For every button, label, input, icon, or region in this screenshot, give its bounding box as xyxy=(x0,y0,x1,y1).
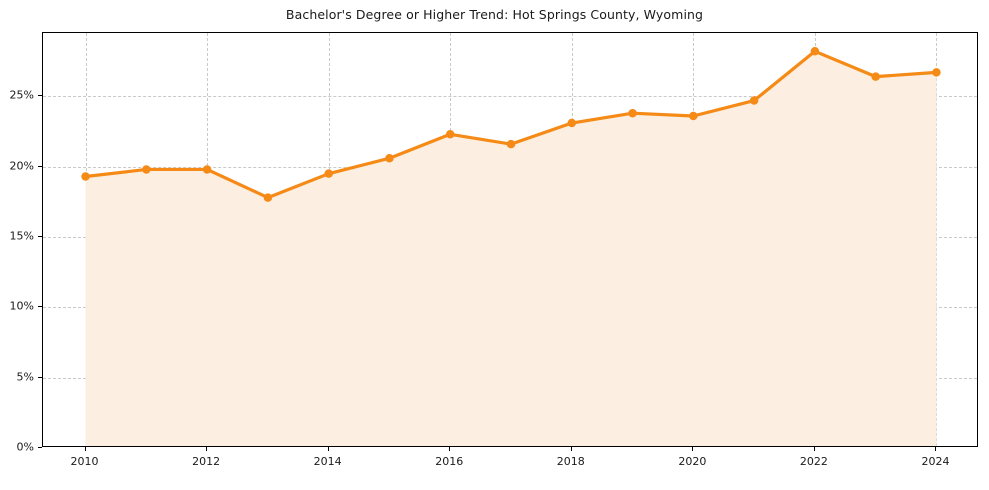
data-point-2021 xyxy=(749,96,759,105)
data-point-2012 xyxy=(202,165,212,174)
chart-title: Bachelor's Degree or Higher Trend: Hot S… xyxy=(285,7,704,22)
xtick-mark-2010 xyxy=(84,447,86,451)
ytick-label-5%: 5% xyxy=(16,370,34,384)
data-point-2010 xyxy=(81,172,90,181)
ytick-mark-0% xyxy=(38,447,42,448)
area-fill-path xyxy=(85,51,937,446)
xtick-mark-2018 xyxy=(570,447,572,451)
xtick-mark-2012 xyxy=(206,447,208,451)
xtick-label-2012: 2012 xyxy=(192,455,221,468)
data-point-2016 xyxy=(445,130,455,139)
xtick-label-2024: 2024 xyxy=(921,455,950,468)
ytick-label-10%: 10% xyxy=(9,299,34,313)
plot-area xyxy=(42,32,978,447)
ytick-label-0%: 0% xyxy=(16,440,34,454)
xtick-mark-2016 xyxy=(449,447,451,451)
data-point-2022 xyxy=(810,47,820,56)
ytick-label-20%: 20% xyxy=(9,159,34,173)
xtick-label-2022: 2022 xyxy=(799,455,828,468)
data-point-2018 xyxy=(567,118,577,128)
xtick-label-2020: 2020 xyxy=(678,455,707,468)
xtick-label-2018: 2018 xyxy=(556,455,585,468)
xtick-mark-2024 xyxy=(935,447,937,451)
ytick-label-25%: 25% xyxy=(9,88,34,102)
xtick-label-2016: 2016 xyxy=(435,455,464,468)
data-point-markers xyxy=(81,47,941,202)
series-area-line xyxy=(81,47,941,446)
xtick-label-2014: 2014 xyxy=(313,455,342,468)
data-point-2023 xyxy=(871,72,880,81)
data-point-2013 xyxy=(263,193,273,202)
data-point-2017 xyxy=(506,139,516,149)
xtick-mark-2020 xyxy=(692,447,694,451)
data-point-2020 xyxy=(689,111,698,121)
data-point-2014 xyxy=(324,169,333,178)
data-point-2024 xyxy=(932,68,941,77)
xtick-label-2010: 2010 xyxy=(70,455,99,468)
ytick-label-15%: 15% xyxy=(9,229,34,243)
xtick-mark-2022 xyxy=(813,447,815,451)
xtick-mark-2014 xyxy=(327,447,329,451)
data-point-2011 xyxy=(142,165,151,174)
data-point-2019 xyxy=(628,108,637,118)
data-point-2015 xyxy=(385,153,394,163)
